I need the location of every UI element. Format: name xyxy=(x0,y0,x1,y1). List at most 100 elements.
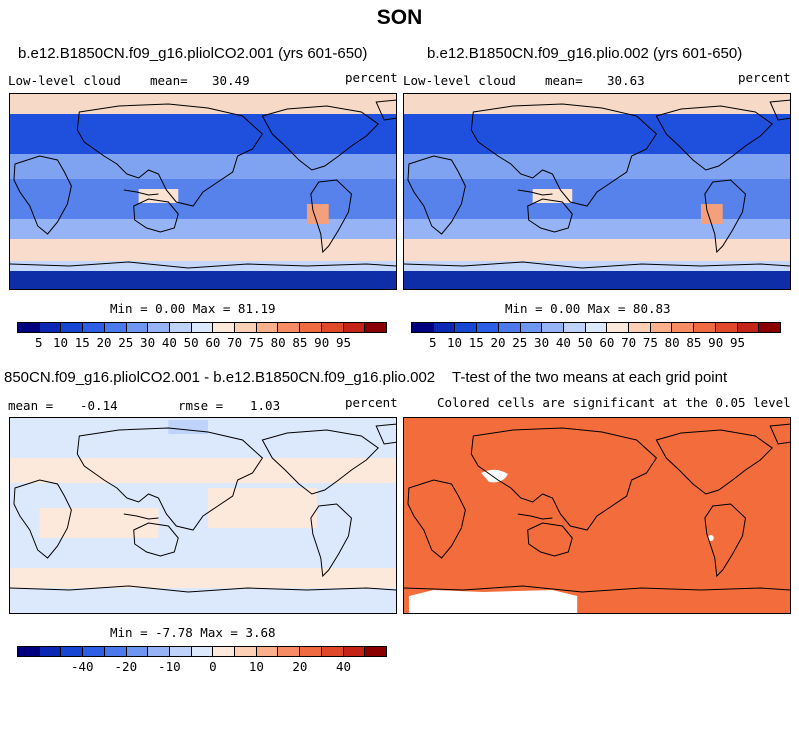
colorbar-swatch xyxy=(651,323,673,332)
panel-2-colorbar xyxy=(411,322,781,333)
panel-2-mean-label: mean= xyxy=(545,73,583,88)
colorbar-swatch xyxy=(127,323,149,332)
colorbar-swatch xyxy=(434,323,456,332)
colorbar-tick-label: 60 xyxy=(599,335,614,350)
colorbar-swatch xyxy=(105,647,127,656)
colorbar-swatch xyxy=(192,323,214,332)
colorbar-swatch xyxy=(564,323,586,332)
colorbar-tick-label: 85 xyxy=(686,335,701,350)
colorbar-swatch xyxy=(300,323,322,332)
colorbar-swatch xyxy=(235,323,257,332)
colorbar-swatch xyxy=(213,647,235,656)
colorbar-tick-label: -10 xyxy=(158,659,181,674)
colorbar-tick-label: 10 xyxy=(53,335,68,350)
colorbar-swatch xyxy=(759,323,780,332)
panel-3-colorbar xyxy=(17,646,387,657)
colorbar-tick-label: 40 xyxy=(556,335,571,350)
colorbar-swatch xyxy=(127,647,149,656)
panel-2-units: percent xyxy=(738,70,791,85)
panel-4-subtitle: Colored cells are significant at the 0.0… xyxy=(437,395,791,410)
colorbar-swatch xyxy=(629,323,651,332)
panel-1-mean-label: mean= xyxy=(150,73,188,88)
colorbar-swatch xyxy=(83,323,105,332)
colorbar-tick-label: 5 xyxy=(429,335,437,350)
colorbar-swatch xyxy=(170,323,192,332)
colorbar-swatch xyxy=(344,323,366,332)
colorbar-swatch xyxy=(607,323,629,332)
colorbar-swatch xyxy=(738,323,760,332)
colorbar-tick-label: 95 xyxy=(730,335,745,350)
panel-1-variable-label: Low-level cloud xyxy=(8,73,121,88)
colorbar-swatch xyxy=(716,323,738,332)
panel-1-title: b.e12.B1850CN.f09_g16.pliolCO2.001 (yrs … xyxy=(18,45,367,62)
colorbar-swatch xyxy=(213,323,235,332)
colorbar-swatch xyxy=(672,323,694,332)
colorbar-tick-label: 95 xyxy=(336,335,351,350)
colorbar-swatch xyxy=(412,323,434,332)
panel-3-title: 850CN.f09_g16.pliolCO2.001 - b.e12.B1850… xyxy=(4,369,454,386)
colorbar-swatch xyxy=(18,323,40,332)
colorbar-tick-label: 80 xyxy=(665,335,680,350)
colorbar-swatch xyxy=(61,647,83,656)
panel-3-units: percent xyxy=(345,395,398,410)
colorbar-tick-label: 20 xyxy=(491,335,506,350)
colorbar-tick-label: 60 xyxy=(205,335,220,350)
colorbar-swatch xyxy=(365,647,386,656)
colorbar-swatch xyxy=(257,323,279,332)
panel-3-mean-value: -0.14 xyxy=(80,398,118,413)
colorbar-swatch xyxy=(455,323,477,332)
colorbar-tick-label: 15 xyxy=(469,335,484,350)
colorbar-swatch xyxy=(499,323,521,332)
colorbar-tick-label: -20 xyxy=(115,659,138,674)
colorbar-swatch xyxy=(192,647,214,656)
colorbar-tick-label: 50 xyxy=(578,335,593,350)
panel-3-mean-label: mean = xyxy=(8,398,53,413)
colorbar-swatch xyxy=(477,323,499,332)
colorbar-swatch xyxy=(322,647,344,656)
panel-3-colorbar-ticks: -40 -20 -10 0 10 20 40 xyxy=(17,659,387,673)
colorbar-swatch xyxy=(40,647,62,656)
colorbar-swatch xyxy=(105,323,127,332)
colorbar-tick-label: 10 xyxy=(249,659,264,674)
colorbar-swatch xyxy=(278,647,300,656)
colorbar-swatch xyxy=(344,647,366,656)
panel-1-colorbar xyxy=(17,322,387,333)
colorbar-swatch xyxy=(40,323,62,332)
colorbar-tick-label: 85 xyxy=(292,335,307,350)
panel-4-title: T-test of the two means at each grid poi… xyxy=(452,369,727,386)
panel-3-map xyxy=(9,417,397,614)
colorbar-swatch xyxy=(148,647,170,656)
panel-1-units: percent xyxy=(345,70,398,85)
colorbar-swatch xyxy=(322,323,344,332)
colorbar-swatch xyxy=(235,647,257,656)
colorbar-swatch xyxy=(300,647,322,656)
colorbar-swatch xyxy=(83,647,105,656)
panel-1-min-max: Min = 0.00 Max = 81.19 xyxy=(110,301,276,316)
panel-3-min-max: Min = -7.78 Max = 3.68 xyxy=(110,625,276,640)
panel-4-map xyxy=(403,417,791,614)
colorbar-swatch xyxy=(18,647,40,656)
panel-3-rmse-label: rmse = xyxy=(178,398,223,413)
figure-title: SON xyxy=(0,6,799,30)
colorbar-swatch xyxy=(257,647,279,656)
colorbar-tick-label: -40 xyxy=(71,659,94,674)
colorbar-tick-label: 25 xyxy=(512,335,527,350)
colorbar-tick-label: 90 xyxy=(708,335,723,350)
panel-2-min-max: Min = 0.00 Max = 80.83 xyxy=(505,301,671,316)
colorbar-swatch xyxy=(542,323,564,332)
colorbar-tick-label: 80 xyxy=(271,335,286,350)
colorbar-swatch xyxy=(170,647,192,656)
panel-1-mean-value: 30.49 xyxy=(212,73,250,88)
panel-2-map xyxy=(403,93,791,290)
colorbar-swatch xyxy=(694,323,716,332)
colorbar-tick-label: 70 xyxy=(227,335,242,350)
colorbar-tick-label: 40 xyxy=(336,659,351,674)
panel-2-mean-value: 30.63 xyxy=(607,73,645,88)
panel-2-title: b.e12.B1850CN.f09_g16.plio.002 (yrs 601-… xyxy=(427,45,742,62)
panel-2-colorbar-ticks: 5 10 15 20 25 30 40 50 60 70 75 80 85 90 95 xyxy=(411,335,781,349)
colorbar-tick-label: 75 xyxy=(249,335,264,350)
panel-1-map xyxy=(9,93,397,290)
colorbar-tick-label: 50 xyxy=(184,335,199,350)
colorbar-swatch xyxy=(148,323,170,332)
colorbar-tick-label: 30 xyxy=(140,335,155,350)
